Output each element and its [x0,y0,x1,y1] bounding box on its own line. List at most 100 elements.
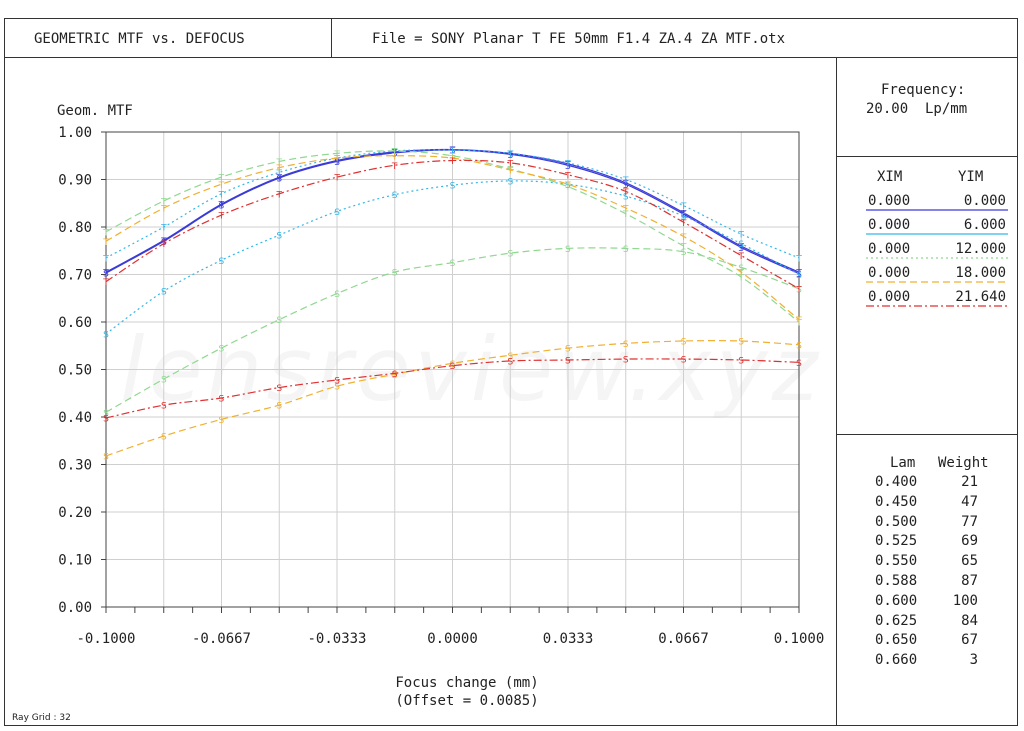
x-tick-label: -0.1000 [76,631,135,647]
data-point-marker: T [737,273,744,283]
data-point-marker: T [564,171,571,181]
series-line [105,150,800,323]
data-point-marker: S [334,376,340,386]
data-point-marker: S [565,245,571,255]
data-point-marker: T [276,169,283,179]
wavelength-value: 0.600 [875,592,918,609]
field-row-xim: 0.000 [868,241,911,257]
plot-type-title: GEOMETRIC MTF vs. DEFOCUS [34,31,245,47]
wavelength-value: 0.625 [875,612,918,629]
data-point-marker: S [681,213,687,223]
data-point-marker: S [219,395,225,405]
field-row-yim: 0.000 [963,193,1006,209]
data-point-marker: S [623,245,629,255]
field-row-xim: 0.000 [868,289,911,305]
data-point-marker: S [623,181,629,191]
data-point-marker: S [334,290,340,300]
data-point-marker: S [219,416,225,426]
data-point-marker: T [218,190,225,200]
data-point-marker: S [276,384,282,394]
wavelength-value: 0.550 [875,553,918,570]
field-row-xim: 0.000 [868,265,911,281]
frequency-label: Frequency: [881,82,966,98]
data-point-marker: S [738,240,744,250]
data-point-marker: T [276,164,283,174]
data-point-marker: T [737,231,744,241]
data-point-marker: T [449,155,456,165]
data-point-marker: T [680,243,687,253]
field-row-xim: 0.000 [868,217,911,233]
field-row-xim: 0.000 [868,193,911,209]
data-point-marker: S [681,211,687,221]
y-axis-title: Geom. MTF [57,103,133,119]
x-tick-label: -0.0333 [307,631,366,647]
data-point-marker: S [796,270,802,280]
data-point-marker: S [508,357,514,367]
y-tick-label: 0.90 [58,173,92,189]
wavelength-weight: 69 [961,533,978,550]
data-point-marker: T [276,190,283,200]
data-point-marker: T [564,159,571,169]
data-point-marker: S [796,285,802,295]
wavelength-weight: 65 [961,553,978,570]
data-point-marker: S [738,264,744,274]
data-point-marker: S [565,181,571,191]
data-point-marker: S [392,371,398,381]
data-point-marker: S [623,193,629,203]
wavelength-weight: 87 [961,573,978,589]
data-point-marker: S [161,376,167,386]
series-line [105,155,800,321]
data-point-marker: T [218,174,225,184]
y-tick-label: 0.60 [58,315,92,331]
wavelength-weight: 77 [961,513,978,530]
data-point-marker: S [276,402,282,412]
side-divider-1 [836,156,1018,157]
field-row-yim: 21.640 [955,289,1006,305]
data-point-marker: S [161,402,167,412]
wavelength-value: 0.660 [875,652,918,669]
header-right-cell [331,18,1018,58]
field-header-xim: XIM [877,169,903,185]
data-point-marker: T [160,240,167,250]
file-name-title: File = SONY Planar T FE 50mm F1.4 ZA.4 Z… [372,31,786,47]
data-point-marker: S [738,357,744,367]
x-tick-label: 0.0333 [543,631,594,647]
data-point-marker: S [508,250,514,260]
wavelength-weight: 100 [952,592,978,609]
data-point-marker: T [102,254,109,264]
wavelength-weight: 3 [969,652,978,669]
wavelength-header-weight: Weight [938,455,989,471]
data-point-marker: S [681,248,687,258]
y-tick-label: 0.10 [58,553,92,569]
data-point-marker: T [391,148,398,158]
data-point-marker: S [334,158,340,168]
data-point-marker: S [103,270,109,280]
data-point-marker: S [219,345,225,355]
data-point-marker: T [795,254,802,264]
data-point-marker: S [450,259,456,269]
data-point-marker: T [680,233,687,243]
data-point-marker: S [450,182,456,192]
data-point-marker: S [276,232,282,242]
wavelength-weight: 67 [961,632,978,649]
data-point-marker: S [623,340,629,350]
y-tick-label: 0.40 [58,410,92,426]
wavelength-header-lam: Lam [890,455,916,471]
y-tick-label: 0.50 [58,363,92,379]
data-point-marker: T [564,181,571,191]
x-tick-label: 0.1000 [774,631,825,647]
y-tick-label: 0.20 [58,505,92,521]
data-point-marker: S [565,357,571,367]
data-point-marker: T [795,316,802,326]
data-point-marker: S [796,359,802,369]
x-tick-label: 0.0000 [427,631,478,647]
y-tick-label: 0.00 [58,600,92,616]
data-point-marker: S [103,409,109,419]
data-point-marker: T [333,174,340,184]
